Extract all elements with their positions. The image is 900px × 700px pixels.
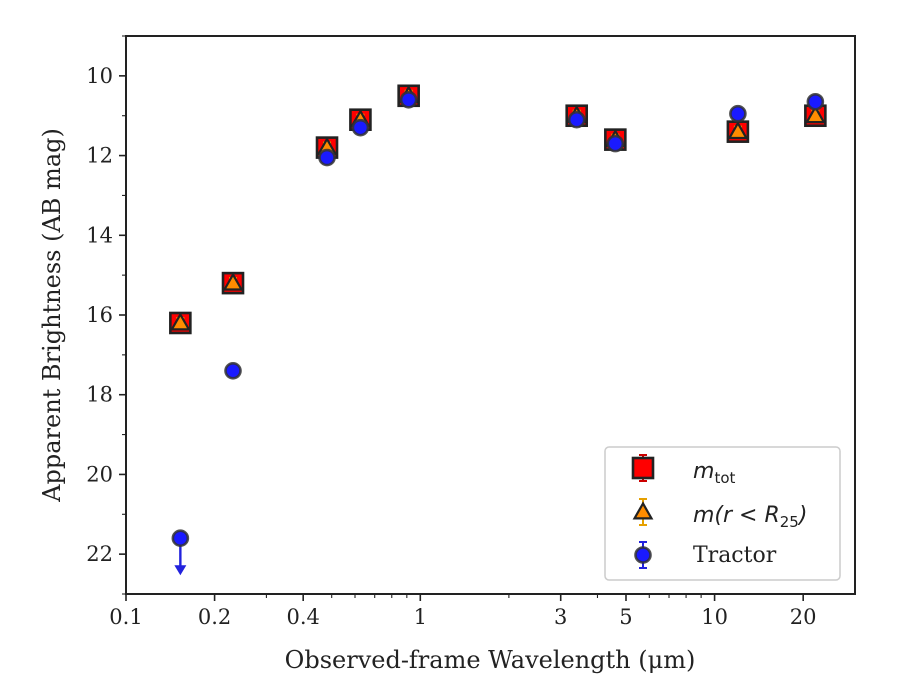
y-tick-label: 22: [86, 542, 113, 566]
x-tick-label: 5: [619, 605, 632, 629]
x-tick-label: 0.4: [286, 605, 319, 629]
y-tick-label: 16: [86, 303, 113, 327]
y-tick-label: 18: [86, 383, 113, 407]
tractor-point: [171, 529, 190, 548]
y-axis-label: Apparent Brightness (AB mag): [38, 128, 66, 503]
mr25-point: [169, 312, 191, 331]
legend-label-mr25-main: m(r < R: [693, 503, 780, 528]
mr25-point: [222, 272, 244, 291]
tractor-point: [399, 90, 418, 109]
x-tick-label: 10: [701, 605, 728, 629]
legend-label-tractor: Tractor: [693, 543, 777, 568]
x-tick-label: 3: [554, 605, 567, 629]
plot-frame: [125, 35, 856, 595]
legend-mtot-marker: [631, 456, 655, 480]
legend-label-mtot-sub: tot: [714, 469, 735, 487]
legend-label-mtot-main: m: [693, 459, 714, 484]
x-tick-label: 0.2: [198, 605, 231, 629]
tractor-point: [806, 92, 825, 111]
x-tick-label: 0.1: [109, 605, 142, 629]
y-tick-label: 10: [86, 64, 113, 88]
axis-ticks: 0.1 0.2 0.4 1 3 5 10 20 10 12 14 16 18 20 22: [86, 35, 817, 629]
tractor-point: [318, 148, 336, 167]
legend-label-mr25-after: ): [797, 503, 808, 528]
legend-label-mtot: mtot: [693, 459, 735, 487]
tractor-point: [351, 118, 370, 137]
tractor-point: [224, 361, 242, 380]
mr25-point: [727, 120, 749, 140]
tractor-limit-arrow-head: [174, 565, 187, 576]
legend-tractor-marker: [634, 546, 652, 564]
data-marks: [169, 84, 827, 576]
tractor-point: [567, 110, 586, 129]
y-tick-label: 12: [86, 144, 113, 168]
tractor-point: [606, 134, 625, 153]
y-tick-label: 20: [86, 462, 113, 486]
tractor-point: [729, 104, 747, 123]
y-tick-label: 14: [86, 223, 113, 247]
legend: mtot m(r < R25) Tractor: [604, 446, 841, 581]
mr25-point: [804, 104, 826, 124]
legend-frame: [604, 446, 841, 581]
x-axis-label: Observed-frame Wavelength (μm): [285, 646, 696, 674]
legend-label-mr25-sub: 25: [780, 513, 799, 531]
legend-marks: [631, 454, 655, 569]
legend-label-mr25: m(r < R25): [693, 503, 807, 531]
x-tick-label: 20: [790, 605, 817, 629]
x-tick-label: 1: [414, 605, 427, 629]
legend-mr25-marker: [632, 501, 654, 520]
